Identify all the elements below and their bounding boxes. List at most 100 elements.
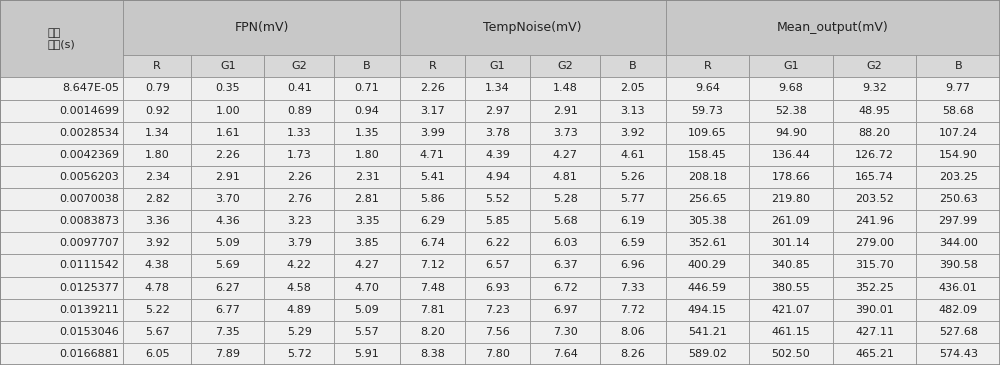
Bar	[123, 277, 191, 299]
Text: 0.0070038: 0.0070038	[60, 194, 119, 204]
Text: 1.61: 1.61	[215, 128, 240, 138]
Bar	[666, 210, 749, 232]
Bar	[334, 166, 400, 188]
Text: 344.00: 344.00	[939, 238, 978, 248]
Bar	[264, 100, 334, 122]
Text: 3.36: 3.36	[145, 216, 170, 226]
Text: 427.11: 427.11	[855, 327, 894, 337]
Text: 3.70: 3.70	[215, 194, 240, 204]
Text: 4.22: 4.22	[287, 261, 312, 270]
Bar	[833, 299, 916, 321]
Bar	[465, 122, 530, 144]
Text: 2.31: 2.31	[355, 172, 379, 182]
Text: 5.26: 5.26	[621, 172, 645, 182]
Text: 88.20: 88.20	[859, 128, 891, 138]
Text: 4.27: 4.27	[355, 261, 380, 270]
Bar	[465, 254, 530, 277]
Bar	[530, 188, 600, 210]
Bar	[749, 55, 833, 77]
Bar	[666, 77, 749, 100]
Text: 7.23: 7.23	[485, 305, 510, 315]
Bar	[666, 144, 749, 166]
Bar	[666, 232, 749, 254]
Bar	[191, 100, 264, 122]
Text: 2.05: 2.05	[621, 84, 645, 93]
Text: 5.57: 5.57	[355, 327, 379, 337]
Bar	[666, 166, 749, 188]
Bar	[749, 254, 833, 277]
Text: 52.38: 52.38	[775, 105, 807, 116]
Bar	[749, 77, 833, 100]
Text: 461.15: 461.15	[772, 327, 810, 337]
Text: 301.14: 301.14	[772, 238, 810, 248]
Bar	[749, 166, 833, 188]
Bar	[334, 277, 400, 299]
Bar	[191, 55, 264, 77]
Text: 1.48: 1.48	[553, 84, 578, 93]
Bar	[334, 254, 400, 277]
Bar	[264, 299, 334, 321]
Text: 0.0097707: 0.0097707	[59, 238, 119, 248]
Bar	[0, 144, 123, 166]
Text: 8.26: 8.26	[621, 349, 645, 359]
Text: 8.20: 8.20	[420, 327, 445, 337]
Text: 5.22: 5.22	[145, 305, 170, 315]
Text: 4.81: 4.81	[553, 172, 578, 182]
Text: 3.85: 3.85	[355, 238, 379, 248]
Bar	[916, 321, 1000, 343]
Bar	[530, 299, 600, 321]
Text: 1.73: 1.73	[287, 150, 312, 160]
Bar	[833, 77, 916, 100]
Text: 2.81: 2.81	[355, 194, 379, 204]
Bar	[264, 277, 334, 299]
Text: 7.12: 7.12	[420, 261, 445, 270]
Bar	[833, 100, 916, 122]
Bar	[916, 55, 1000, 77]
Text: 7.56: 7.56	[485, 327, 510, 337]
Bar	[264, 144, 334, 166]
Bar	[600, 188, 666, 210]
Bar	[916, 299, 1000, 321]
Bar	[600, 254, 666, 277]
Bar	[465, 343, 530, 365]
Bar	[334, 321, 400, 343]
Bar	[0, 188, 123, 210]
Text: 208.18: 208.18	[688, 172, 727, 182]
Text: 2.91: 2.91	[553, 105, 578, 116]
Bar	[600, 321, 666, 343]
Text: 5.85: 5.85	[485, 216, 510, 226]
Text: 0.0042369: 0.0042369	[59, 150, 119, 160]
Bar	[600, 277, 666, 299]
Text: 6.93: 6.93	[485, 283, 510, 293]
Text: 482.09: 482.09	[939, 305, 978, 315]
Text: 352.25: 352.25	[855, 283, 894, 293]
Text: 4.70: 4.70	[355, 283, 379, 293]
Bar	[400, 210, 465, 232]
Bar	[334, 55, 400, 77]
Text: 2.82: 2.82	[145, 194, 170, 204]
Text: 1.35: 1.35	[355, 128, 379, 138]
Text: 2.26: 2.26	[287, 172, 312, 182]
Text: 0.0153046: 0.0153046	[60, 327, 119, 337]
Text: 5.09: 5.09	[215, 238, 240, 248]
Text: B: B	[363, 61, 371, 72]
Bar	[400, 232, 465, 254]
Text: 261.09: 261.09	[772, 216, 810, 226]
Text: 1.34: 1.34	[485, 84, 510, 93]
Text: 4.61: 4.61	[621, 150, 645, 160]
Text: G1: G1	[490, 61, 505, 72]
Bar	[0, 210, 123, 232]
Bar	[666, 254, 749, 277]
Bar	[749, 188, 833, 210]
Text: 59.73: 59.73	[691, 105, 723, 116]
Bar	[123, 232, 191, 254]
Text: 502.50: 502.50	[772, 349, 810, 359]
Bar	[833, 277, 916, 299]
Bar	[123, 122, 191, 144]
Bar	[264, 321, 334, 343]
Bar	[0, 166, 123, 188]
Bar	[0, 254, 123, 277]
Bar	[264, 122, 334, 144]
Bar	[400, 343, 465, 365]
Bar	[334, 100, 400, 122]
